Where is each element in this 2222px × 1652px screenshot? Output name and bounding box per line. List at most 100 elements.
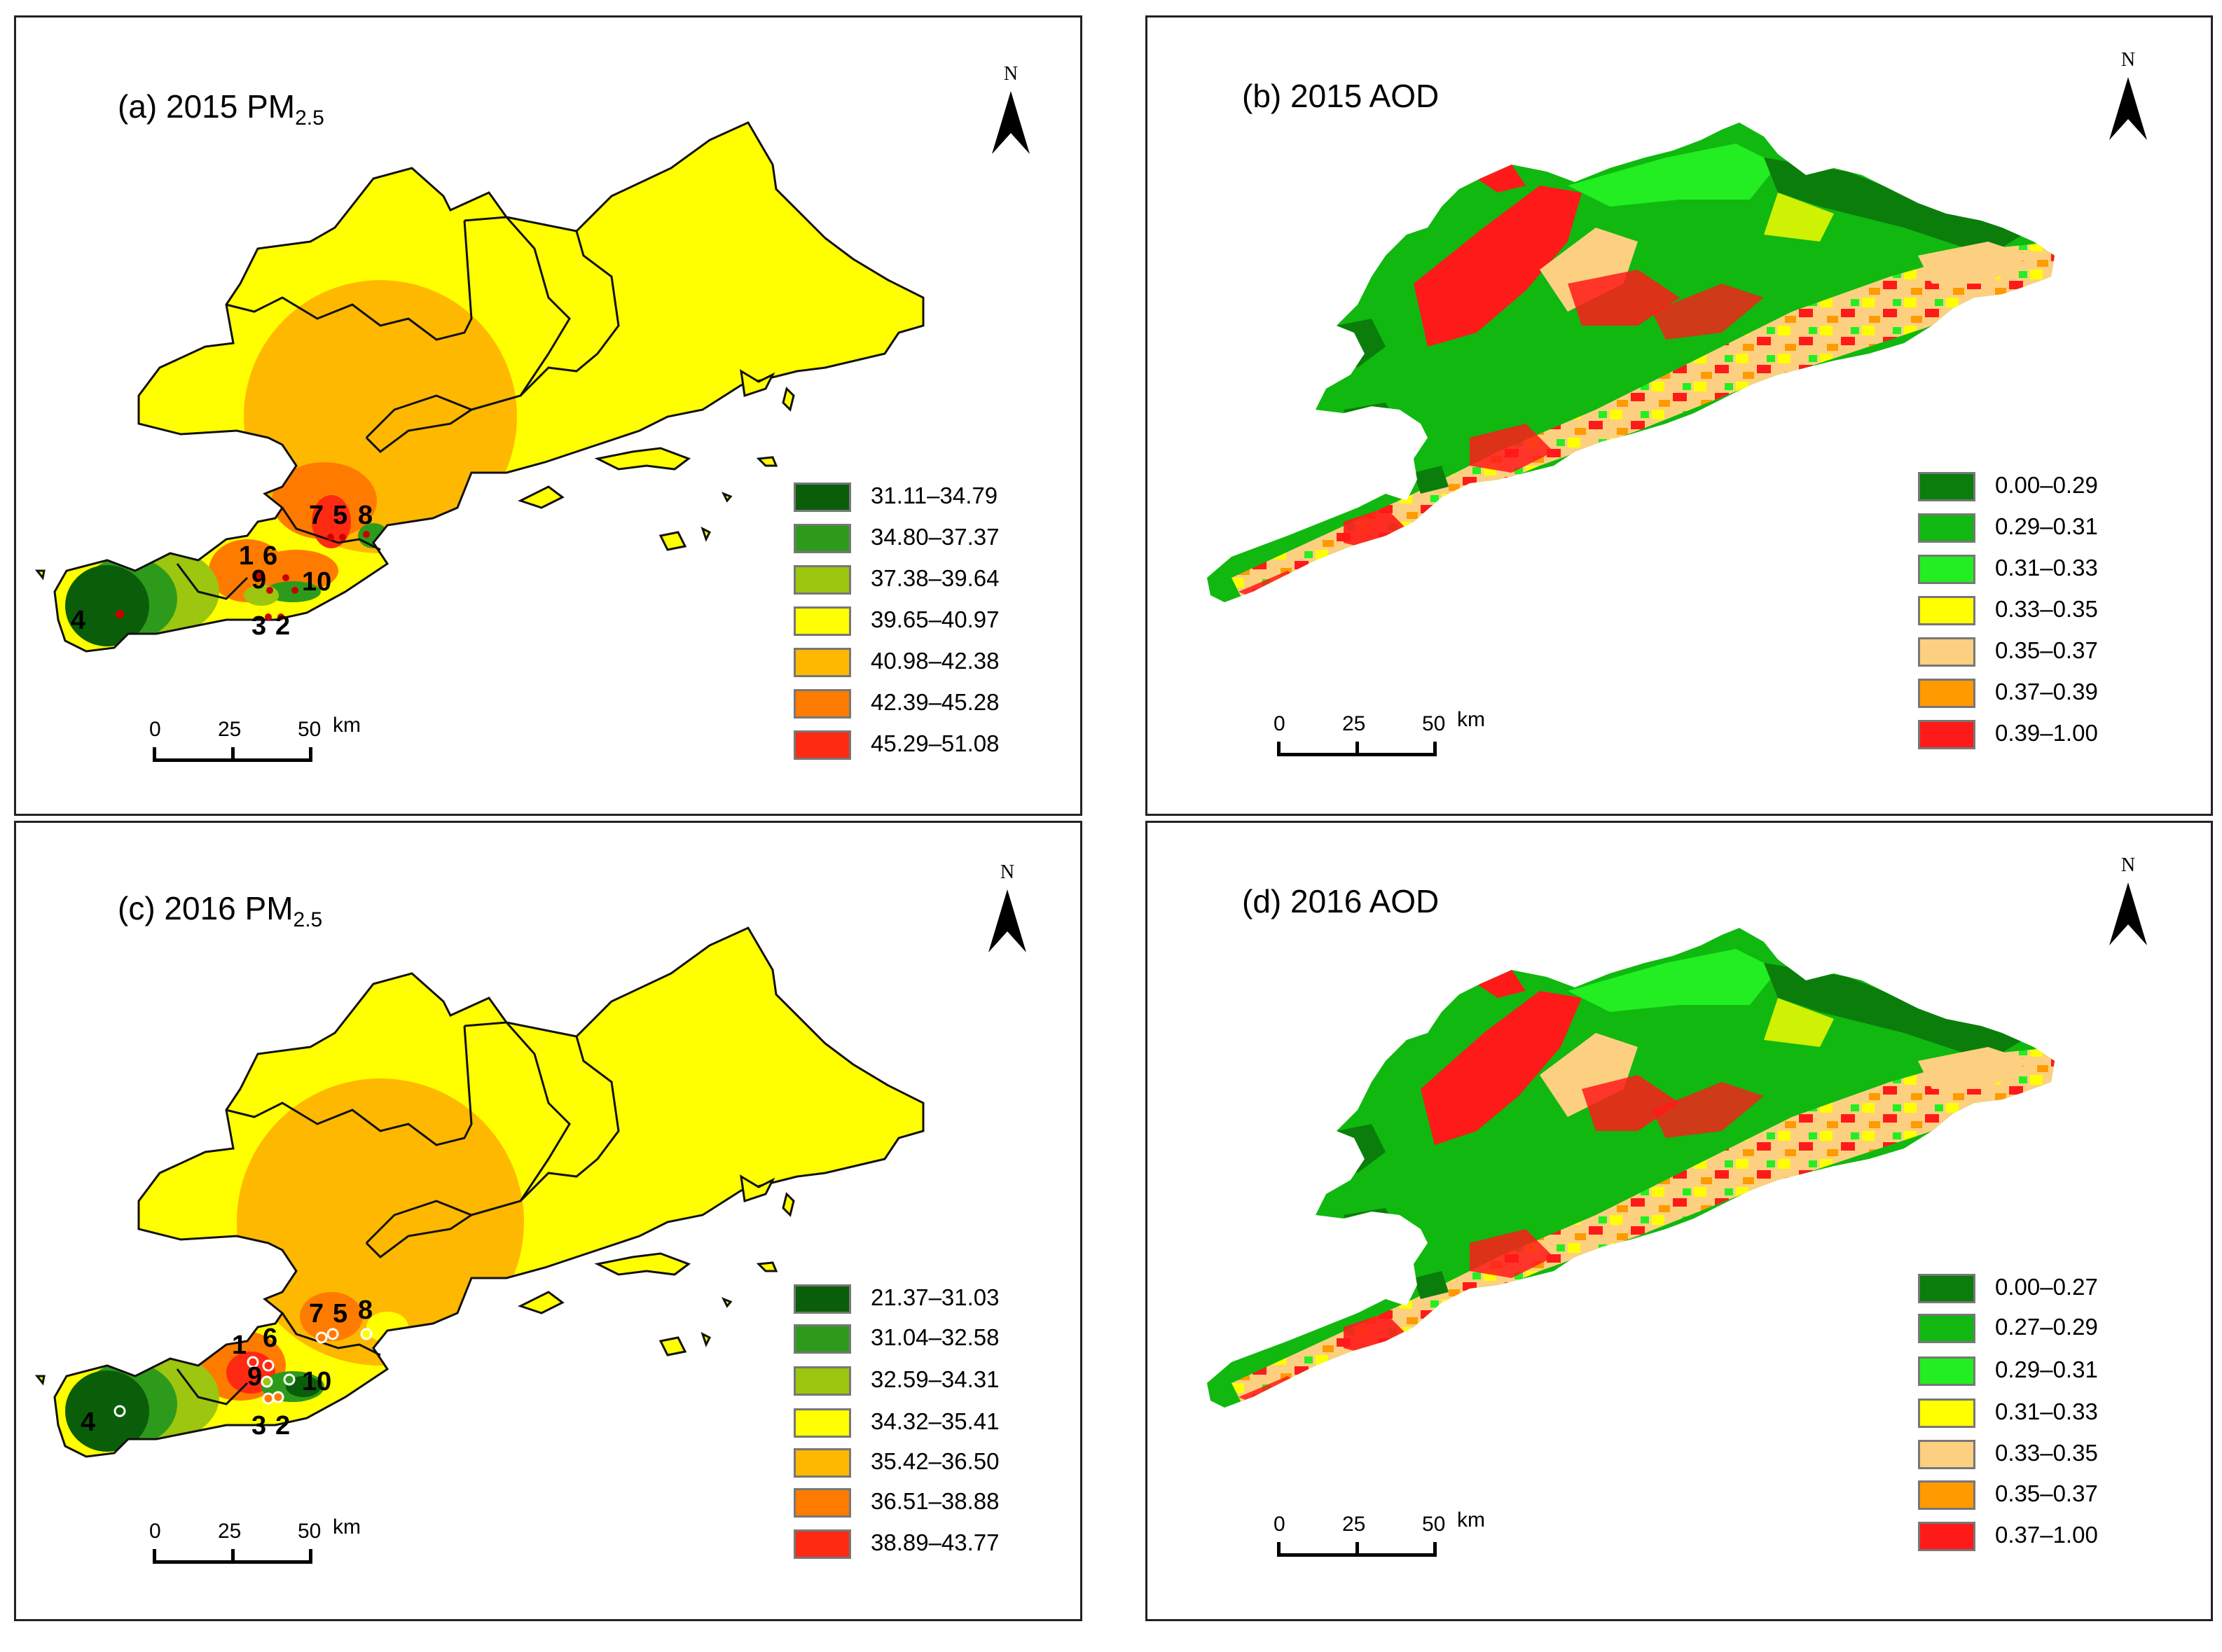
site-marker-8	[363, 531, 370, 538]
scale-bar: 0 25 50 km	[149, 714, 380, 781]
aod-map-2015	[1207, 123, 2055, 602]
site-label-4: 4	[71, 606, 86, 635]
scale-tick-mark	[1433, 742, 1437, 756]
legend-item: 45.29–51.08	[794, 728, 1074, 763]
legend-swatch	[794, 1284, 851, 1314]
legend-item: 0.27–0.29	[1918, 1311, 2198, 1346]
site-marker-4	[113, 1405, 126, 1417]
legend-swatch	[1918, 1274, 1975, 1303]
scale-bar: 0 25 50 km	[1274, 1508, 1505, 1576]
panel-a-legend: 31.11–34.79 34.80–37.37 37.38–39.64 39.6…	[794, 480, 1074, 767]
panel-b-2015-aod: (b) 2015 AOD N 0.00–0.29 0.29–0.31 0.31–…	[1145, 15, 2213, 816]
legend-label: 42.39–45.28	[871, 689, 1000, 715]
legend-label: 40.98–42.38	[871, 648, 1000, 674]
site-marker-4	[116, 610, 124, 618]
scale-unit: km	[1457, 708, 1485, 731]
panel-a-2015-pm25: (a) 2015 PM2.5 N 1 6 7 5 8 9 10 4 3 2 31…	[14, 15, 1082, 816]
legend-item: 0.29–0.31	[1918, 511, 2198, 546]
scale-bar: 0 25 50 km	[149, 1515, 380, 1583]
legend-label: 32.59–34.31	[871, 1366, 1000, 1392]
legend-item: 0.29–0.31	[1918, 1354, 2198, 1389]
study-area-land	[34, 926, 925, 1458]
legend-swatch	[794, 1324, 851, 1354]
site-marker-2	[272, 1391, 284, 1403]
scale-unit: km	[333, 1515, 361, 1539]
legend-item: 0.33–0.35	[1918, 593, 2198, 628]
legend-label: 0.35–0.37	[1995, 1480, 2098, 1506]
site-marker-1	[247, 1356, 259, 1368]
legend-swatch	[794, 1529, 851, 1559]
scale-tick-mark	[1277, 1542, 1281, 1556]
site-label-7: 7	[309, 1299, 324, 1328]
legend-item: 31.11–34.79	[794, 480, 1074, 515]
legend-label: 0.31–0.33	[1995, 1398, 2098, 1424]
site-marker-8	[360, 1328, 373, 1340]
site-marker-7	[315, 1331, 328, 1344]
site-label-1: 1	[239, 541, 254, 571]
legend-item: 31.04–32.58	[794, 1321, 1074, 1356]
site-label-3: 3	[251, 1411, 267, 1441]
site-marker-5	[326, 1328, 339, 1340]
north-arrow-icon	[2109, 77, 2147, 140]
scale-bar: 0 25 50 km	[1274, 708, 1505, 775]
legend-swatch	[1918, 472, 1975, 501]
north-arrow: N	[2104, 49, 2153, 147]
legend-label: 35.42–36.50	[871, 1448, 1000, 1474]
legend-item: 38.89–43.77	[794, 1527, 1074, 1562]
legend-swatch	[794, 648, 851, 677]
scale-tick-mark	[1355, 1542, 1359, 1556]
monitoring-site-markers	[116, 531, 370, 620]
north-arrow: N	[986, 63, 1035, 161]
north-arrow: N	[983, 861, 1032, 959]
legend-label: 0.00–0.27	[1995, 1274, 2098, 1300]
legend-item: 0.37–1.00	[1918, 1519, 2198, 1554]
legend-item: 35.42–36.50	[794, 1445, 1074, 1480]
legend-item: 0.31–0.33	[1918, 552, 2198, 587]
study-area-land	[34, 121, 925, 653]
legend-label: 31.04–32.58	[871, 1324, 1000, 1350]
legend-swatch	[1918, 1356, 1975, 1386]
site-marker-10	[283, 1373, 296, 1386]
site-label-6: 6	[263, 1324, 278, 1353]
scale-tick-25: 25	[218, 718, 242, 741]
panel-b-legend: 0.00–0.29 0.29–0.31 0.31–0.33 0.33–0.35 …	[1918, 469, 2198, 756]
site-label-9: 9	[247, 1362, 263, 1391]
scale-tick-mark	[1355, 742, 1359, 756]
legend-item: 40.98–42.38	[794, 645, 1074, 680]
legend-label: 0.31–0.33	[1995, 555, 2098, 581]
legend-label: 0.33–0.35	[1995, 1440, 2098, 1466]
scale-tick-mark	[1277, 742, 1281, 756]
legend-item: 0.31–0.33	[1918, 1396, 2198, 1431]
north-arrow-icon	[2109, 882, 2147, 945]
legend-label: 34.80–37.37	[871, 524, 1000, 550]
legend-item: 32.59–34.31	[794, 1363, 1074, 1398]
legend-label: 34.32–35.41	[871, 1408, 1000, 1434]
aod-raster	[1207, 123, 2055, 602]
legend-item: 0.00–0.29	[1918, 469, 2198, 504]
legend-label: 0.35–0.37	[1995, 637, 2098, 663]
legend-label: 0.29–0.31	[1995, 513, 2098, 539]
legend-swatch	[1918, 720, 1975, 749]
panel-b-title: (b) 2015 AOD	[1242, 78, 1440, 114]
north-arrow-icon	[988, 889, 1026, 952]
legend-label: 0.33–0.35	[1995, 596, 2098, 622]
north-label: N	[2120, 49, 2136, 71]
scale-tick-0: 0	[149, 1520, 161, 1543]
scale-tick-0: 0	[1274, 1513, 1285, 1536]
scale-tick-0: 0	[149, 718, 161, 741]
legend-swatch	[1918, 513, 1975, 543]
legend-swatch	[794, 1408, 851, 1438]
scale-tick-mark	[231, 1549, 235, 1563]
site-label-1: 1	[232, 1331, 247, 1360]
legend-swatch	[1918, 1480, 1975, 1510]
legend-swatch	[794, 689, 851, 719]
site-label-3: 3	[251, 611, 267, 641]
scale-tick-25: 25	[218, 1520, 242, 1543]
site-marker-6	[262, 1359, 275, 1372]
site-label-5: 5	[333, 501, 348, 530]
pm25-map-2015	[34, 121, 925, 653]
panel-d-title: (d) 2016 AOD	[1242, 883, 1440, 919]
legend-item: 0.35–0.37	[1918, 634, 2198, 669]
scale-tick-25: 25	[1342, 1513, 1366, 1536]
legend-swatch	[1918, 596, 1975, 625]
